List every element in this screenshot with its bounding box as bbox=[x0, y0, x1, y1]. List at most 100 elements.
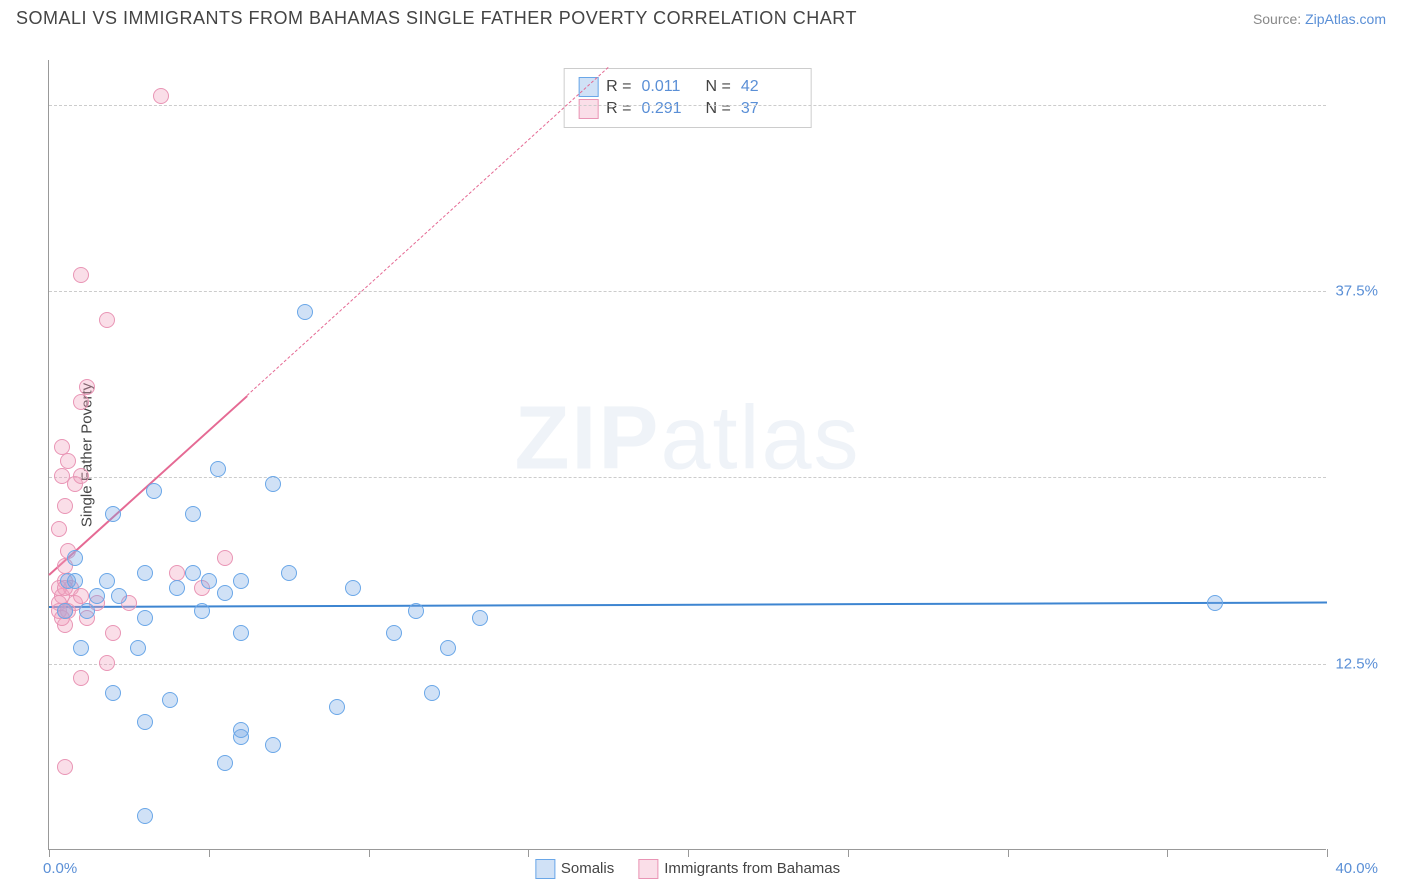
data-point-somalis bbox=[472, 610, 488, 626]
legend-correlation-row: R =0.291N =37 bbox=[578, 99, 797, 119]
data-point-bahamas bbox=[153, 88, 169, 104]
legend-N-label: N = bbox=[706, 100, 731, 118]
data-point-somalis bbox=[105, 506, 121, 522]
legend-series-label: Immigrants from Bahamas bbox=[664, 860, 840, 877]
gridline-horizontal bbox=[49, 664, 1326, 665]
legend-N-label: N = bbox=[706, 78, 731, 96]
legend-R-label: R = bbox=[606, 78, 631, 96]
legend-correlation-row: R =0.011N =42 bbox=[578, 77, 797, 97]
data-point-somalis bbox=[233, 625, 249, 641]
source-prefix: Source: bbox=[1253, 11, 1305, 27]
watermark-bold: ZIP bbox=[514, 388, 660, 488]
legend-correlation: R =0.011N =42R =0.291N =37 bbox=[563, 68, 812, 128]
data-point-somalis bbox=[162, 692, 178, 708]
data-point-bahamas bbox=[54, 439, 70, 455]
data-point-somalis bbox=[265, 476, 281, 492]
data-point-somalis bbox=[137, 565, 153, 581]
data-point-bahamas bbox=[79, 379, 95, 395]
data-point-bahamas bbox=[57, 498, 73, 514]
watermark: ZIPatlas bbox=[514, 387, 860, 490]
legend-swatch bbox=[638, 859, 658, 879]
watermark-light: atlas bbox=[660, 388, 860, 488]
data-point-somalis bbox=[424, 685, 440, 701]
data-point-bahamas bbox=[73, 670, 89, 686]
data-point-somalis bbox=[137, 714, 153, 730]
legend-R-label: R = bbox=[606, 100, 631, 118]
data-point-somalis bbox=[408, 603, 424, 619]
data-point-somalis bbox=[265, 737, 281, 753]
legend-series: Somalis Immigrants from Bahamas bbox=[535, 859, 840, 879]
data-point-somalis bbox=[201, 573, 217, 589]
legend-swatch bbox=[578, 77, 598, 97]
data-point-somalis bbox=[386, 625, 402, 641]
data-point-somalis bbox=[67, 573, 83, 589]
x-tick bbox=[528, 849, 529, 857]
data-point-bahamas bbox=[60, 453, 76, 469]
y-tick-label: 12.5% bbox=[1335, 655, 1378, 672]
data-point-somalis bbox=[57, 603, 73, 619]
data-point-bahamas bbox=[54, 468, 70, 484]
data-point-somalis bbox=[185, 565, 201, 581]
x-tick bbox=[209, 849, 210, 857]
data-point-somalis bbox=[137, 610, 153, 626]
data-point-somalis bbox=[281, 565, 297, 581]
data-point-somalis bbox=[345, 580, 361, 596]
gridline-horizontal bbox=[49, 105, 1326, 106]
legend-series-item: Somalis bbox=[535, 859, 614, 879]
x-tick bbox=[848, 849, 849, 857]
chart-source: Source: ZipAtlas.com bbox=[1253, 11, 1386, 27]
data-point-somalis bbox=[99, 573, 115, 589]
legend-swatch bbox=[578, 99, 598, 119]
data-point-somalis bbox=[73, 640, 89, 656]
source-link[interactable]: ZipAtlas.com bbox=[1305, 11, 1386, 27]
data-point-bahamas bbox=[99, 655, 115, 671]
x-tick bbox=[688, 849, 689, 857]
data-point-somalis bbox=[440, 640, 456, 656]
data-point-somalis bbox=[194, 603, 210, 619]
x-tick bbox=[49, 849, 50, 857]
legend-swatch bbox=[535, 859, 555, 879]
data-point-bahamas bbox=[57, 759, 73, 775]
data-point-bahamas bbox=[51, 521, 67, 537]
data-point-somalis bbox=[233, 573, 249, 589]
data-point-somalis bbox=[233, 722, 249, 738]
x-tick-label: 0.0% bbox=[43, 860, 77, 877]
legend-N-value: 37 bbox=[741, 100, 791, 118]
x-tick-label: 40.0% bbox=[1335, 860, 1378, 877]
data-point-bahamas bbox=[73, 588, 89, 604]
data-point-bahamas bbox=[73, 468, 89, 484]
data-point-somalis bbox=[79, 603, 95, 619]
data-point-somalis bbox=[210, 461, 226, 477]
data-point-bahamas bbox=[169, 565, 185, 581]
regression-line bbox=[49, 601, 1327, 607]
data-point-bahamas bbox=[73, 267, 89, 283]
data-point-somalis bbox=[130, 640, 146, 656]
data-point-bahamas bbox=[217, 550, 233, 566]
legend-N-value: 42 bbox=[741, 78, 791, 96]
x-tick bbox=[1008, 849, 1009, 857]
data-point-bahamas bbox=[105, 625, 121, 641]
data-point-somalis bbox=[297, 304, 313, 320]
data-point-somalis bbox=[67, 550, 83, 566]
x-tick bbox=[369, 849, 370, 857]
legend-series-label: Somalis bbox=[561, 860, 614, 877]
x-tick bbox=[1327, 849, 1328, 857]
chart-header: SOMALI VS IMMIGRANTS FROM BAHAMAS SINGLE… bbox=[0, 0, 1406, 33]
data-point-somalis bbox=[89, 588, 105, 604]
data-point-somalis bbox=[329, 699, 345, 715]
chart-title: SOMALI VS IMMIGRANTS FROM BAHAMAS SINGLE… bbox=[16, 8, 857, 29]
x-tick bbox=[1167, 849, 1168, 857]
data-point-bahamas bbox=[73, 394, 89, 410]
data-point-bahamas bbox=[99, 312, 115, 328]
chart-container: Single Father Poverty ZIPatlas R =0.011N… bbox=[48, 60, 1378, 850]
data-point-somalis bbox=[111, 588, 127, 604]
data-point-somalis bbox=[1207, 595, 1223, 611]
regression-line-dashed bbox=[247, 68, 609, 397]
gridline-horizontal bbox=[49, 291, 1326, 292]
data-point-somalis bbox=[185, 506, 201, 522]
y-tick-label: 37.5% bbox=[1335, 283, 1378, 300]
data-point-somalis bbox=[217, 585, 233, 601]
data-point-somalis bbox=[105, 685, 121, 701]
data-point-somalis bbox=[169, 580, 185, 596]
data-point-somalis bbox=[217, 755, 233, 771]
